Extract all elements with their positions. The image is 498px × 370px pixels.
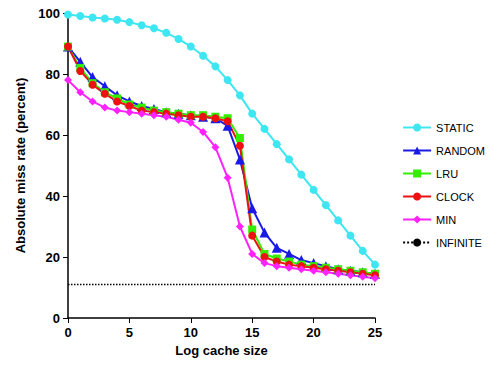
svg-text:CLOCK: CLOCK bbox=[436, 191, 475, 203]
svg-text:10: 10 bbox=[184, 325, 198, 340]
svg-text:0: 0 bbox=[53, 311, 60, 326]
svg-text:5: 5 bbox=[126, 325, 133, 340]
svg-text:RANDOM: RANDOM bbox=[436, 145, 485, 157]
svg-text:25: 25 bbox=[368, 325, 382, 340]
svg-text:100: 100 bbox=[38, 6, 60, 21]
svg-text:Absolute miss rate (percent): Absolute miss rate (percent) bbox=[13, 78, 28, 254]
svg-text:Log cache size: Log cache size bbox=[175, 343, 267, 358]
svg-text:STATIC: STATIC bbox=[436, 122, 474, 134]
svg-text:20: 20 bbox=[46, 250, 60, 265]
svg-text:15: 15 bbox=[245, 325, 259, 340]
svg-text:INFINITE: INFINITE bbox=[436, 237, 482, 249]
svg-text:0: 0 bbox=[64, 325, 71, 340]
svg-text:LRU: LRU bbox=[436, 168, 458, 180]
svg-text:20: 20 bbox=[306, 325, 320, 340]
svg-text:MIN: MIN bbox=[436, 214, 456, 226]
svg-text:80: 80 bbox=[46, 67, 60, 82]
svg-text:60: 60 bbox=[46, 128, 60, 143]
svg-text:40: 40 bbox=[46, 189, 60, 204]
